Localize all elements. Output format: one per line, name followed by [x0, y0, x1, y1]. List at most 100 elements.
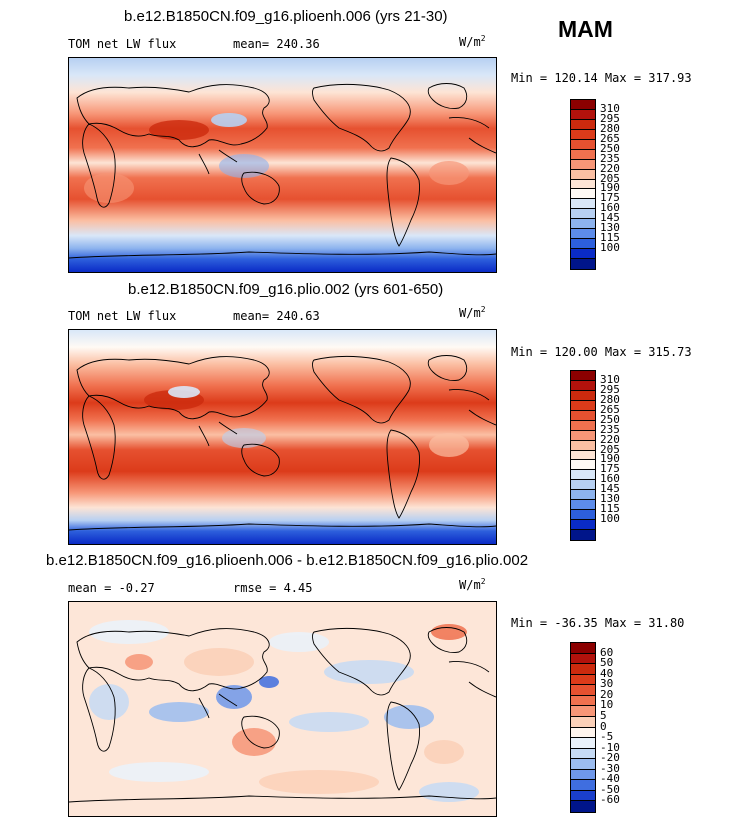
- panel3-units: W/m2: [459, 577, 486, 592]
- colorbar-tick-label: 250: [600, 141, 620, 155]
- colorbar-swatch: [571, 780, 595, 791]
- panel2-map-field: [69, 330, 496, 544]
- colorbar-tick-label: 295: [600, 111, 620, 125]
- colorbar-tick-label: 220: [600, 432, 620, 446]
- colorbar-swatch: [571, 149, 595, 160]
- panel3-map: [68, 601, 497, 817]
- colorbar-swatch: [571, 520, 595, 531]
- panel2-variable-label: TOM net LW flux: [68, 309, 177, 323]
- colorbar-tick-label: 40: [600, 666, 614, 680]
- colorbar-swatch: [571, 259, 595, 269]
- panel1-variable-label: TOM net LW flux: [68, 37, 177, 51]
- colorbar-swatch: [571, 159, 595, 170]
- colorbar-tick-label: 50: [600, 656, 614, 670]
- colorbar-tick-label: 145: [600, 211, 620, 225]
- colorbar-tick-label: 310: [600, 101, 620, 115]
- colorbar-swatch: [571, 390, 595, 401]
- colorbar-tick-label: 280: [600, 392, 620, 406]
- colorbar-tick-label: 100: [600, 241, 620, 255]
- colorbar-tick-label: -50: [600, 782, 620, 796]
- colorbar-tick-label: 190: [600, 452, 620, 466]
- colorbar-swatch: [571, 229, 595, 240]
- colorbar-tick-label: 250: [600, 412, 620, 426]
- panel3-colorbar: [570, 642, 596, 813]
- colorbar-swatch: [571, 706, 595, 717]
- season-label: MAM: [558, 16, 613, 42]
- colorbar-tick-label: 60: [600, 645, 614, 659]
- colorbar-tick-label: 235: [600, 151, 620, 165]
- colorbar-swatch: [571, 189, 595, 200]
- colorbar-tick-label: -5: [600, 730, 614, 744]
- colorbar-tick-label: 115: [600, 231, 620, 245]
- colorbar-swatch: [571, 500, 595, 511]
- colorbar-swatch: [571, 738, 595, 749]
- colorbar-swatch: [571, 790, 595, 802]
- colorbar-swatch: [571, 510, 595, 521]
- colorbar-swatch: [571, 400, 595, 411]
- colorbar-swatch: [571, 119, 595, 130]
- panel2-map: [68, 329, 497, 545]
- colorbar-swatch: [571, 759, 595, 770]
- colorbar-tick-label: 265: [600, 131, 620, 145]
- panel2-colorbar: [570, 370, 596, 541]
- colorbar-tick-label: 205: [600, 171, 620, 185]
- colorbar-swatch: [571, 440, 595, 451]
- colorbar-tick-label: 5: [600, 708, 607, 722]
- colorbar-swatch: [571, 380, 595, 391]
- colorbar-tick-label: -30: [600, 761, 620, 775]
- panel1-colorbar: [570, 99, 596, 270]
- colorbar-swatch: [571, 643, 595, 654]
- panel3-minmax: Min = -36.35 Max = 31.80: [511, 616, 685, 630]
- colorbar-tick-label: 295: [600, 382, 620, 396]
- panel2-mean-label: mean= 240.63: [233, 309, 320, 323]
- colorbar-tick-label: 190: [600, 181, 620, 195]
- colorbar-swatch: [571, 100, 595, 110]
- colorbar-tick-label: 310: [600, 372, 620, 386]
- colorbar-swatch: [571, 716, 595, 728]
- colorbar-tick-label: 175: [600, 462, 620, 476]
- colorbar-tick-label: 265: [600, 402, 620, 416]
- colorbar-swatch: [571, 530, 595, 540]
- colorbar-swatch: [571, 139, 595, 150]
- colorbar-swatch: [571, 685, 595, 696]
- colorbar-tick-label: 20: [600, 687, 614, 701]
- panel3-title: b.e12.B1850CN.f09_g16.plioenh.006 - b.e1…: [46, 552, 529, 569]
- colorbar-swatch: [571, 480, 595, 491]
- panel1-title: b.e12.B1850CN.f09_g16.plioenh.006 (yrs 2…: [124, 8, 448, 25]
- panel3-map-field: [69, 602, 496, 816]
- colorbar-swatch: [571, 674, 595, 686]
- colorbar-swatch: [571, 490, 595, 501]
- colorbar-tick-label: 115: [600, 502, 620, 516]
- panel3-mean-label: mean = -0.27: [68, 581, 155, 595]
- colorbar-tick-label: 235: [600, 422, 620, 436]
- colorbar-swatch: [571, 727, 595, 739]
- colorbar-swatch: [571, 371, 595, 381]
- panel3-rmse-label: rmse = 4.45: [233, 581, 313, 595]
- colorbar-tick-label: -40: [600, 772, 620, 786]
- colorbar-swatch: [571, 748, 595, 760]
- colorbar-tick-label: 145: [600, 482, 620, 496]
- colorbar-swatch: [571, 199, 595, 210]
- panel1-minmax: Min = 120.14 Max = 317.93: [511, 71, 692, 85]
- colorbar-swatch: [571, 430, 595, 441]
- colorbar-tick-label: 280: [600, 121, 620, 135]
- panel1-units: W/m2: [459, 34, 486, 49]
- colorbar-swatch: [571, 664, 595, 675]
- colorbar-swatch: [571, 239, 595, 250]
- colorbar-swatch: [571, 653, 595, 665]
- colorbar-tick-label: 30: [600, 677, 614, 691]
- colorbar-swatch: [571, 801, 595, 812]
- colorbar-tick-label: 100: [600, 512, 620, 526]
- colorbar-tick-label: 175: [600, 191, 620, 205]
- panel1-map-field: [69, 58, 496, 272]
- colorbar-tick-label: -10: [600, 740, 620, 754]
- colorbar-swatch: [571, 179, 595, 190]
- colorbar-tick-label: 160: [600, 472, 620, 486]
- colorbar-swatch: [571, 109, 595, 120]
- colorbar-swatch: [571, 769, 595, 781]
- colorbar-swatch: [571, 219, 595, 230]
- colorbar-tick-label: -20: [600, 751, 620, 765]
- colorbar-swatch: [571, 695, 595, 707]
- colorbar-tick-label: 10: [600, 698, 614, 712]
- panel2-units: W/m2: [459, 305, 486, 320]
